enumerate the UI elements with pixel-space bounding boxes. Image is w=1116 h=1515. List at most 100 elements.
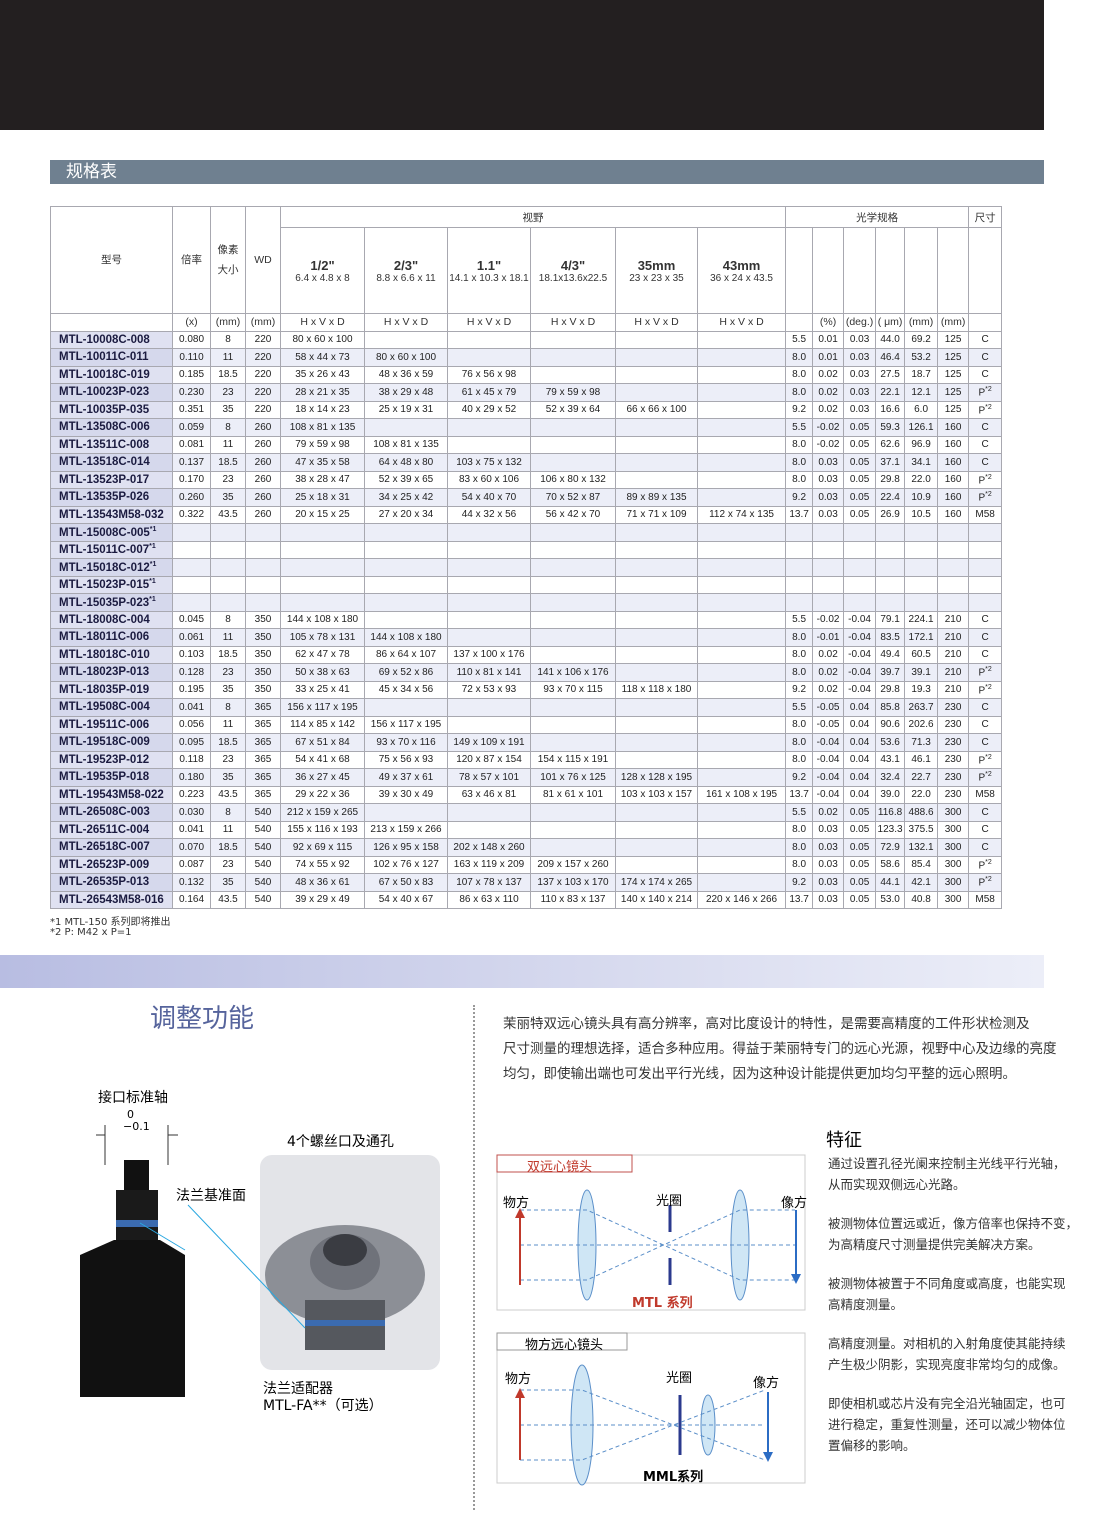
cell: P*2 (968, 400, 1003, 419)
intro: 茉丽特双远心镜头具有高分辨率，高对比度设计的特性，是需要高精度的工件形状检测及尺… (503, 1012, 1057, 1087)
cell: 160 (937, 418, 970, 437)
cell: 37.1 (875, 453, 906, 472)
cell: 18.5 (210, 838, 246, 857)
table-row: MTL-19535P-018 0.180 35 365 36 x 27 x 45 49 x… (50, 768, 1003, 787)
diagram-title: 双远心镜头 (527, 1160, 593, 1175)
label: −0.1 (123, 1120, 150, 1133)
cell (812, 558, 845, 577)
column-header: 直径 (937, 227, 970, 314)
column-header: 倍率 (172, 206, 211, 314)
cell: 126.1 (904, 418, 939, 437)
footnote-mark: *2 (985, 403, 992, 411)
model-cell: MTL-19511C-006 (50, 715, 173, 734)
cell: 125 (937, 365, 970, 384)
cell-text: P (978, 859, 986, 871)
unit-cell: H x V x D (364, 313, 448, 332)
cell (615, 593, 698, 612)
cell: 230 (937, 768, 970, 787)
table-row: MTL-26543M58-016 0.164 43.5 540 39 x 29 x 49… (50, 890, 1003, 909)
cell: 8.0 (785, 453, 814, 472)
feature-line: 高精度测量。 (828, 1297, 904, 1312)
table-row: MTL-26511C-004 0.041 11 540 155 x 116 x 193 2… (50, 820, 1003, 839)
cell: 0.230 (172, 383, 211, 402)
model-cell: MTL-13518C-014 (50, 453, 173, 472)
table-row: MTL-13543M58-032 0.322 43.5 260 20 x 15 x 25… (50, 505, 1003, 524)
cell: C (968, 803, 1003, 822)
cell: 35 (210, 768, 246, 787)
cell: 54 x 40 x 67 (364, 890, 448, 909)
cell: 110 x 81 x 141 (447, 663, 531, 682)
cell: C (968, 733, 1003, 752)
cell (937, 558, 970, 577)
cell: 67 x 51 x 84 (280, 733, 365, 752)
model-cell: MTL-13543M58-032 (50, 505, 173, 524)
cell: 126 x 95 x 158 (364, 838, 448, 857)
model-cell: MTL-19523P-012 (50, 750, 173, 769)
diagram-title: 物方远心镜头 (525, 1338, 604, 1353)
column-header: 有效F# (785, 227, 814, 314)
cell: 0.04 (843, 733, 877, 752)
cell-text: P (978, 387, 986, 399)
feature: 高精度测量。对相机的入射角度使其能持续 产生极少阴影，实现亮度非常均匀的成像。 (828, 1333, 1078, 1375)
cell-text: P (978, 404, 986, 416)
cell: C (968, 698, 1003, 717)
label: 光圈 (666, 1371, 693, 1386)
cell (696, 383, 787, 402)
model-cell: MTL-10018C-019 (50, 365, 173, 384)
cell (812, 593, 845, 612)
features: 通过设置孔径光阑来控制主光线平行光轴， 从而实现双侧远心光路。 被测物体位置远或近，… (828, 1153, 1078, 1474)
header-label: 像素大小 (217, 244, 239, 276)
footnote-mark: *2 (985, 386, 992, 394)
cell: 0.095 (172, 733, 211, 752)
unit-cell: (mm) (937, 313, 970, 332)
cell: 144 x 108 x 180 (364, 628, 448, 647)
header-label: 1/2" (310, 257, 335, 273)
column-header: 35mm 23 x 23 x 35 (615, 227, 698, 314)
cell (615, 838, 698, 857)
cell: 83.5 (875, 628, 906, 647)
feature-line: 即使相机或芯片没有完全沿光轴固定，也可 (828, 1396, 1066, 1411)
table-row: MTL-13535P-026 0.260 35 260 25 x 18 x 31 34 x… (50, 488, 1003, 507)
header-label: 倍率 (181, 254, 202, 266)
footnote-mark: *2 (985, 666, 992, 674)
top-banner (0, 0, 1044, 130)
cell: 35 (210, 488, 246, 507)
intro-line: 均匀，即使输出端也可发出平行光线，因为这种设计能提供更加均匀平整的远心照明。 (503, 1066, 1016, 1082)
cell-text: MTL-15008C-005 (59, 526, 150, 539)
cell (364, 418, 448, 437)
footnote-mark: *2 (985, 491, 992, 499)
table-row: MTL-15018C-012*1 (50, 558, 1003, 577)
cell: 8.0 (785, 838, 814, 857)
column-header: 2/3" 8.8 x 6.6 x 11 (364, 227, 448, 314)
footnote-mark: *1 (149, 525, 157, 533)
table-row: MTL-19523P-012 0.118 23 365 54 x 41 x 68 75 x… (50, 750, 1003, 769)
cell: 23 (210, 663, 246, 682)
cell: -0.04 (843, 663, 877, 682)
unit: (x) (185, 316, 198, 329)
cell: 59.3 (875, 418, 906, 437)
header-sub: 23 x 23 x 35 (629, 272, 684, 284)
cell: 230 (937, 750, 970, 769)
cell: 260 (245, 418, 281, 437)
cell: 132.1 (904, 838, 939, 857)
cell (530, 348, 616, 367)
cell: 141 x 106 x 176 (530, 663, 616, 682)
unit: H x V x D (466, 316, 512, 329)
intro-line: 尺寸测量的理想选择，适合多种应用。得益于茉丽特专门的远心光源，视野中心及边缘的亮… (503, 1041, 1057, 1057)
cell (172, 593, 211, 612)
header-sub: 14.1 x 10.3 x 18.1 (449, 272, 529, 284)
cell: 32.4 (875, 768, 906, 787)
cell: 12.1 (904, 383, 939, 402)
features-title: 特征 (826, 1130, 862, 1151)
label: 物方 (503, 1196, 530, 1211)
cell: C (968, 715, 1003, 734)
table-row: MTL-26523P-009 0.087 23 540 74 x 55 x 92 102 … (50, 855, 1003, 874)
cell: 39 x 29 x 49 (280, 890, 365, 909)
unit: (mm) (908, 316, 934, 329)
model-cell: MTL-15023P-015*1 (50, 575, 173, 594)
table-row: MTL-10008C-008 0.080 8 220 80 x 60 x 100 5.5 0… (50, 330, 1003, 349)
cell: C (968, 348, 1003, 367)
cell (937, 523, 970, 542)
cell: 365 (245, 698, 281, 717)
feature: 被测物体位置远或近，像方倍率也保持不变， 为高精度尺寸测量提供完美解决方案。 (828, 1213, 1078, 1255)
